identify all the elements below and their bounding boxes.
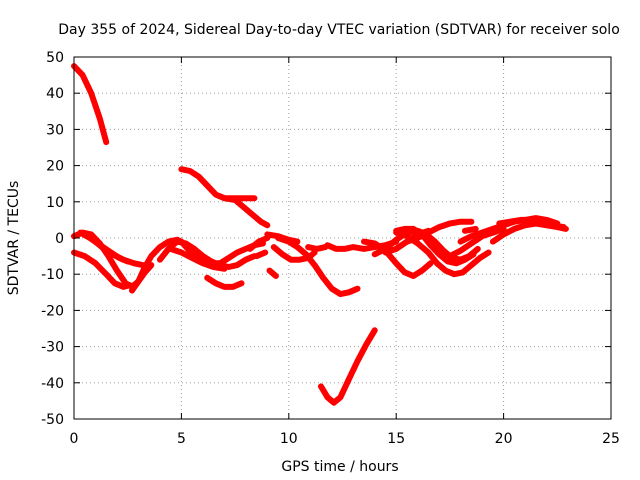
series-arc-12 xyxy=(247,235,271,252)
series-arc-23 xyxy=(393,225,477,267)
y-tick-label: 40 xyxy=(46,86,64,102)
series-arc-13 xyxy=(266,267,279,279)
series-arc-19 xyxy=(318,327,378,406)
series-arc-9 xyxy=(178,166,258,202)
chart-title: Day 355 of 2024, Sidereal Day-to-day VTE… xyxy=(58,22,620,38)
series-arc-18 xyxy=(305,244,329,252)
y-tick-label: -50 xyxy=(41,412,64,428)
x-tick-label: 0 xyxy=(70,431,79,447)
data-series xyxy=(71,63,569,406)
series-arc-17 xyxy=(264,231,301,245)
grid xyxy=(74,57,611,419)
y-tick-label: -30 xyxy=(41,340,64,356)
series-arc-30 xyxy=(496,216,567,231)
series-arc-10 xyxy=(221,195,271,229)
y-tick-label: 10 xyxy=(46,195,64,211)
series-arc-14 xyxy=(253,249,269,260)
series-arc-6 xyxy=(129,236,266,294)
y-tick-label: 50 xyxy=(46,50,64,66)
series-arc-1 xyxy=(71,63,110,146)
series-arc-20 xyxy=(324,238,400,252)
series-arc-16 xyxy=(275,235,361,298)
series-arc-11 xyxy=(204,274,245,290)
y-tick-label: 30 xyxy=(46,122,64,138)
y-tick-label: 0 xyxy=(55,231,64,247)
y-tick-label: -40 xyxy=(41,376,64,392)
y-tick-label: 20 xyxy=(46,159,64,175)
x-tick-label: 15 xyxy=(387,431,405,447)
series-arc-27 xyxy=(446,225,507,260)
x-tick-label: 20 xyxy=(495,431,513,447)
series-arc-7 xyxy=(156,238,258,270)
series-arc-3 xyxy=(71,249,133,290)
x-tick-label: 10 xyxy=(280,431,298,447)
axis-ticks: 0 5 10 15 20 25 -50 -40 -30 -20 -10 0 10 20 30 40 50 xyxy=(41,50,620,447)
y-tick-label: -20 xyxy=(41,303,64,319)
y-tick-label: -10 xyxy=(41,267,64,283)
series-arc-26 xyxy=(382,227,432,256)
x-tick-label: 25 xyxy=(602,431,620,447)
series-arc-5 xyxy=(77,229,131,265)
series-arc-8 xyxy=(167,245,228,272)
series-arc-31 xyxy=(461,225,479,234)
y-axis-label: SDTVAR / TECUs xyxy=(6,181,22,296)
series-arc-21 xyxy=(361,238,434,279)
x-tick-label: 5 xyxy=(177,431,186,447)
x-axis-label: GPS time / hours xyxy=(281,459,398,475)
